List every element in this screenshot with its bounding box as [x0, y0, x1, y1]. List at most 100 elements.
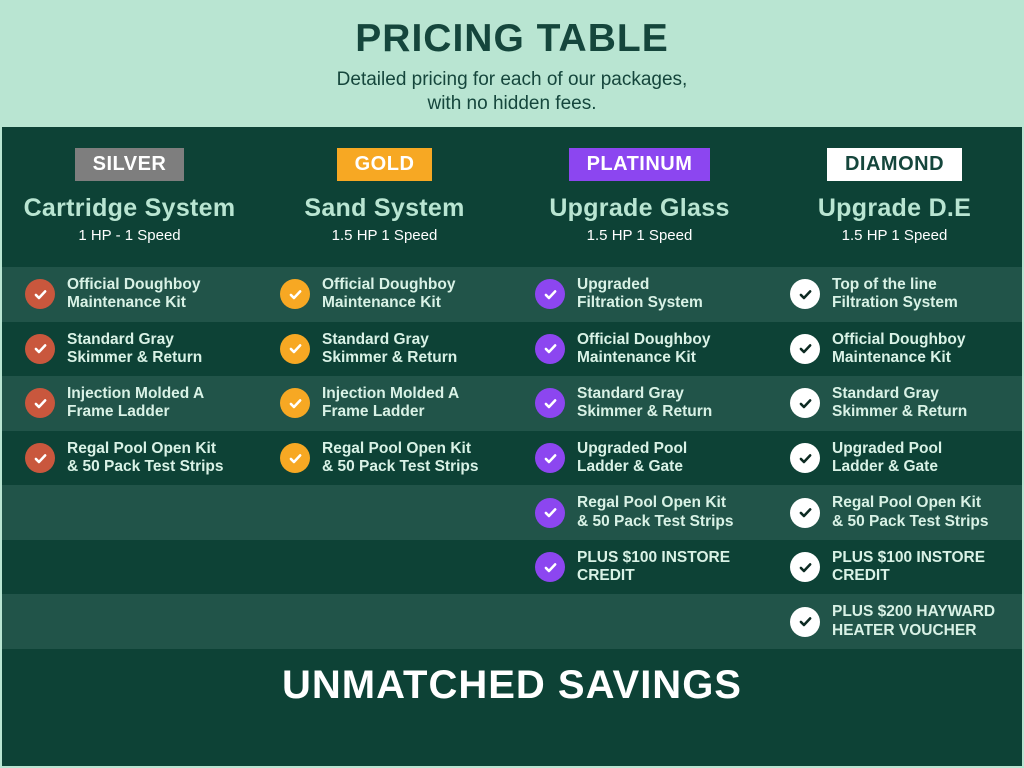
feature-cell: Standard Gray Skimmer & Return: [512, 376, 767, 431]
package-badge: DIAMOND: [826, 148, 963, 181]
check-icon: [25, 388, 55, 419]
feature-cell: [257, 540, 512, 595]
feature-cell: Official Doughboy Maintenance Kit: [2, 267, 257, 322]
check-icon: [25, 333, 55, 364]
package-title: Upgrade D.E: [817, 194, 972, 222]
feature-cell: [2, 540, 257, 595]
package-title: Cartridge System: [23, 194, 236, 222]
feature-rows: Official Doughboy Maintenance Kit Offici…: [2, 267, 1022, 650]
check-icon: [535, 443, 565, 474]
feature-text: Standard Gray Skimmer & Return: [67, 330, 203, 366]
feature-text: Regal Pool Open Kit & 50 Pack Test Strip…: [322, 439, 479, 476]
package-subtitle: 1.5 HP 1 Speed: [331, 227, 438, 244]
feature-row: Regal Pool Open Kit & 50 Pack Test Strip…: [2, 431, 1022, 486]
feature-cell: PLUS $100 INSTORE CREDIT: [512, 540, 767, 595]
feature-text: PLUS $200 HAYWARD HEATER VOUCHER: [832, 603, 996, 639]
feature-text: Official Doughboy Maintenance Kit: [832, 330, 966, 366]
check-icon: [535, 552, 565, 583]
page-title: PRICING TABLE: [355, 17, 669, 60]
feature-cell: Standard Gray Skimmer & Return: [2, 322, 257, 377]
package-column-header: SILVER Cartridge System 1 HP - 1 Speed: [2, 148, 257, 267]
package-title: Sand System: [304, 194, 465, 222]
feature-text: Injection Molded A Frame Ladder: [322, 385, 460, 421]
feature-cell: Regal Pool Open Kit & 50 Pack Test Strip…: [2, 431, 257, 486]
feature-text: Standard Gray Skimmer & Return: [832, 385, 968, 421]
feature-text: Upgraded Pool Ladder & Gate: [832, 439, 943, 476]
check-icon: [535, 333, 565, 364]
feature-cell: Regal Pool Open Kit & 50 Pack Test Strip…: [512, 485, 767, 540]
check-icon: [280, 388, 310, 419]
feature-cell: Upgraded Pool Ladder & Gate: [512, 431, 767, 486]
check-icon: [280, 279, 310, 310]
feature-cell: Top of the line Filtration System: [767, 267, 1022, 322]
feature-cell: PLUS $200 HAYWARD HEATER VOUCHER: [767, 594, 1022, 649]
feature-row: Injection Molded A Frame Ladder Injectio…: [2, 376, 1022, 431]
feature-text: PLUS $100 INSTORE CREDIT: [577, 548, 731, 585]
check-icon: [25, 443, 55, 474]
feature-text: Official Doughboy Maintenance Kit: [322, 276, 456, 312]
feature-cell: Standard Gray Skimmer & Return: [767, 376, 1022, 431]
feature-cell: Official Doughboy Maintenance Kit: [257, 267, 512, 322]
feature-text: Top of the line Filtration System: [832, 276, 958, 312]
check-icon: [25, 279, 55, 310]
package-column-header: GOLD Sand System 1.5 HP 1 Speed: [257, 148, 512, 267]
feature-cell: [257, 594, 512, 649]
page-subtitle: Detailed pricing for each of our package…: [336, 69, 688, 114]
feature-row: PLUS $100 INSTORE CREDIT PLUS $100 INSTO…: [2, 540, 1022, 595]
feature-text: Injection Molded A Frame Ladder: [67, 385, 205, 421]
check-icon: [790, 552, 820, 583]
feature-text: Standard Gray Skimmer & Return: [322, 330, 458, 366]
page-header: PRICING TABLE Detailed pricing for each …: [0, 0, 1024, 127]
check-icon: [790, 333, 820, 364]
feature-cell: Official Doughboy Maintenance Kit: [512, 322, 767, 377]
feature-cell: [512, 594, 767, 649]
feature-cell: PLUS $100 INSTORE CREDIT: [767, 540, 1022, 595]
feature-row: Standard Gray Skimmer & Return Standard …: [2, 322, 1022, 377]
check-icon: [790, 606, 820, 637]
feature-text: Regal Pool Open Kit & 50 Pack Test Strip…: [577, 494, 734, 530]
feature-row: Official Doughboy Maintenance Kit Offici…: [2, 267, 1022, 322]
feature-text: Official Doughboy Maintenance Kit: [577, 330, 711, 366]
feature-row: PLUS $200 HAYWARD HEATER VOUCHER: [2, 594, 1022, 650]
package-badge: GOLD: [336, 148, 433, 181]
feature-cell: Upgraded Pool Ladder & Gate: [767, 431, 1022, 486]
feature-cell: Standard Gray Skimmer & Return: [257, 322, 512, 377]
feature-text: Regal Pool Open Kit & 50 Pack Test Strip…: [832, 494, 989, 530]
package-badge: SILVER: [74, 148, 185, 181]
check-icon: [790, 497, 820, 528]
check-icon: [790, 388, 820, 419]
package-subtitle: 1.5 HP 1 Speed: [586, 227, 693, 244]
feature-cell: Regal Pool Open Kit & 50 Pack Test Strip…: [767, 485, 1022, 540]
package-subtitle: 1.5 HP 1 Speed: [841, 227, 948, 244]
check-icon: [535, 279, 565, 310]
feature-text: PLUS $100 INSTORE CREDIT: [832, 548, 986, 585]
feature-cell: [2, 485, 257, 540]
savings-banner-title: UNMATCHED SAVINGS: [282, 663, 742, 707]
check-icon: [280, 333, 310, 364]
check-icon: [790, 279, 820, 310]
feature-cell: Regal Pool Open Kit & 50 Pack Test Strip…: [257, 431, 512, 486]
check-icon: [535, 388, 565, 419]
feature-row: Regal Pool Open Kit & 50 Pack Test Strip…: [2, 485, 1022, 540]
check-icon: [535, 497, 565, 528]
feature-cell: Official Doughboy Maintenance Kit: [767, 322, 1022, 377]
package-column-header: PLATINUM Upgrade Glass 1.5 HP 1 Speed: [512, 148, 767, 267]
package-title: Upgrade Glass: [549, 194, 730, 222]
feature-cell: Upgraded Filtration System: [512, 267, 767, 322]
feature-text: Official Doughboy Maintenance Kit: [67, 276, 201, 312]
feature-text: Upgraded Pool Ladder & Gate: [577, 439, 688, 476]
package-badge: PLATINUM: [568, 148, 711, 181]
feature-cell: [2, 594, 257, 649]
columns-header: SILVER Cartridge System 1 HP - 1 Speed G…: [2, 127, 1022, 267]
feature-text: Regal Pool Open Kit & 50 Pack Test Strip…: [67, 439, 224, 476]
check-icon: [280, 443, 310, 474]
feature-cell: [257, 485, 512, 540]
feature-text: Upgraded Filtration System: [577, 276, 703, 312]
feature-cell: Injection Molded A Frame Ladder: [2, 376, 257, 431]
pricing-table-panel: SILVER Cartridge System 1 HP - 1 Speed G…: [2, 127, 1022, 766]
package-subtitle: 1 HP - 1 Speed: [78, 227, 181, 244]
package-column-header: DIAMOND Upgrade D.E 1.5 HP 1 Speed: [767, 148, 1022, 267]
savings-banner: UNMATCHED SAVINGS: [2, 649, 1022, 766]
feature-text: Standard Gray Skimmer & Return: [577, 385, 713, 421]
check-icon: [790, 443, 820, 474]
